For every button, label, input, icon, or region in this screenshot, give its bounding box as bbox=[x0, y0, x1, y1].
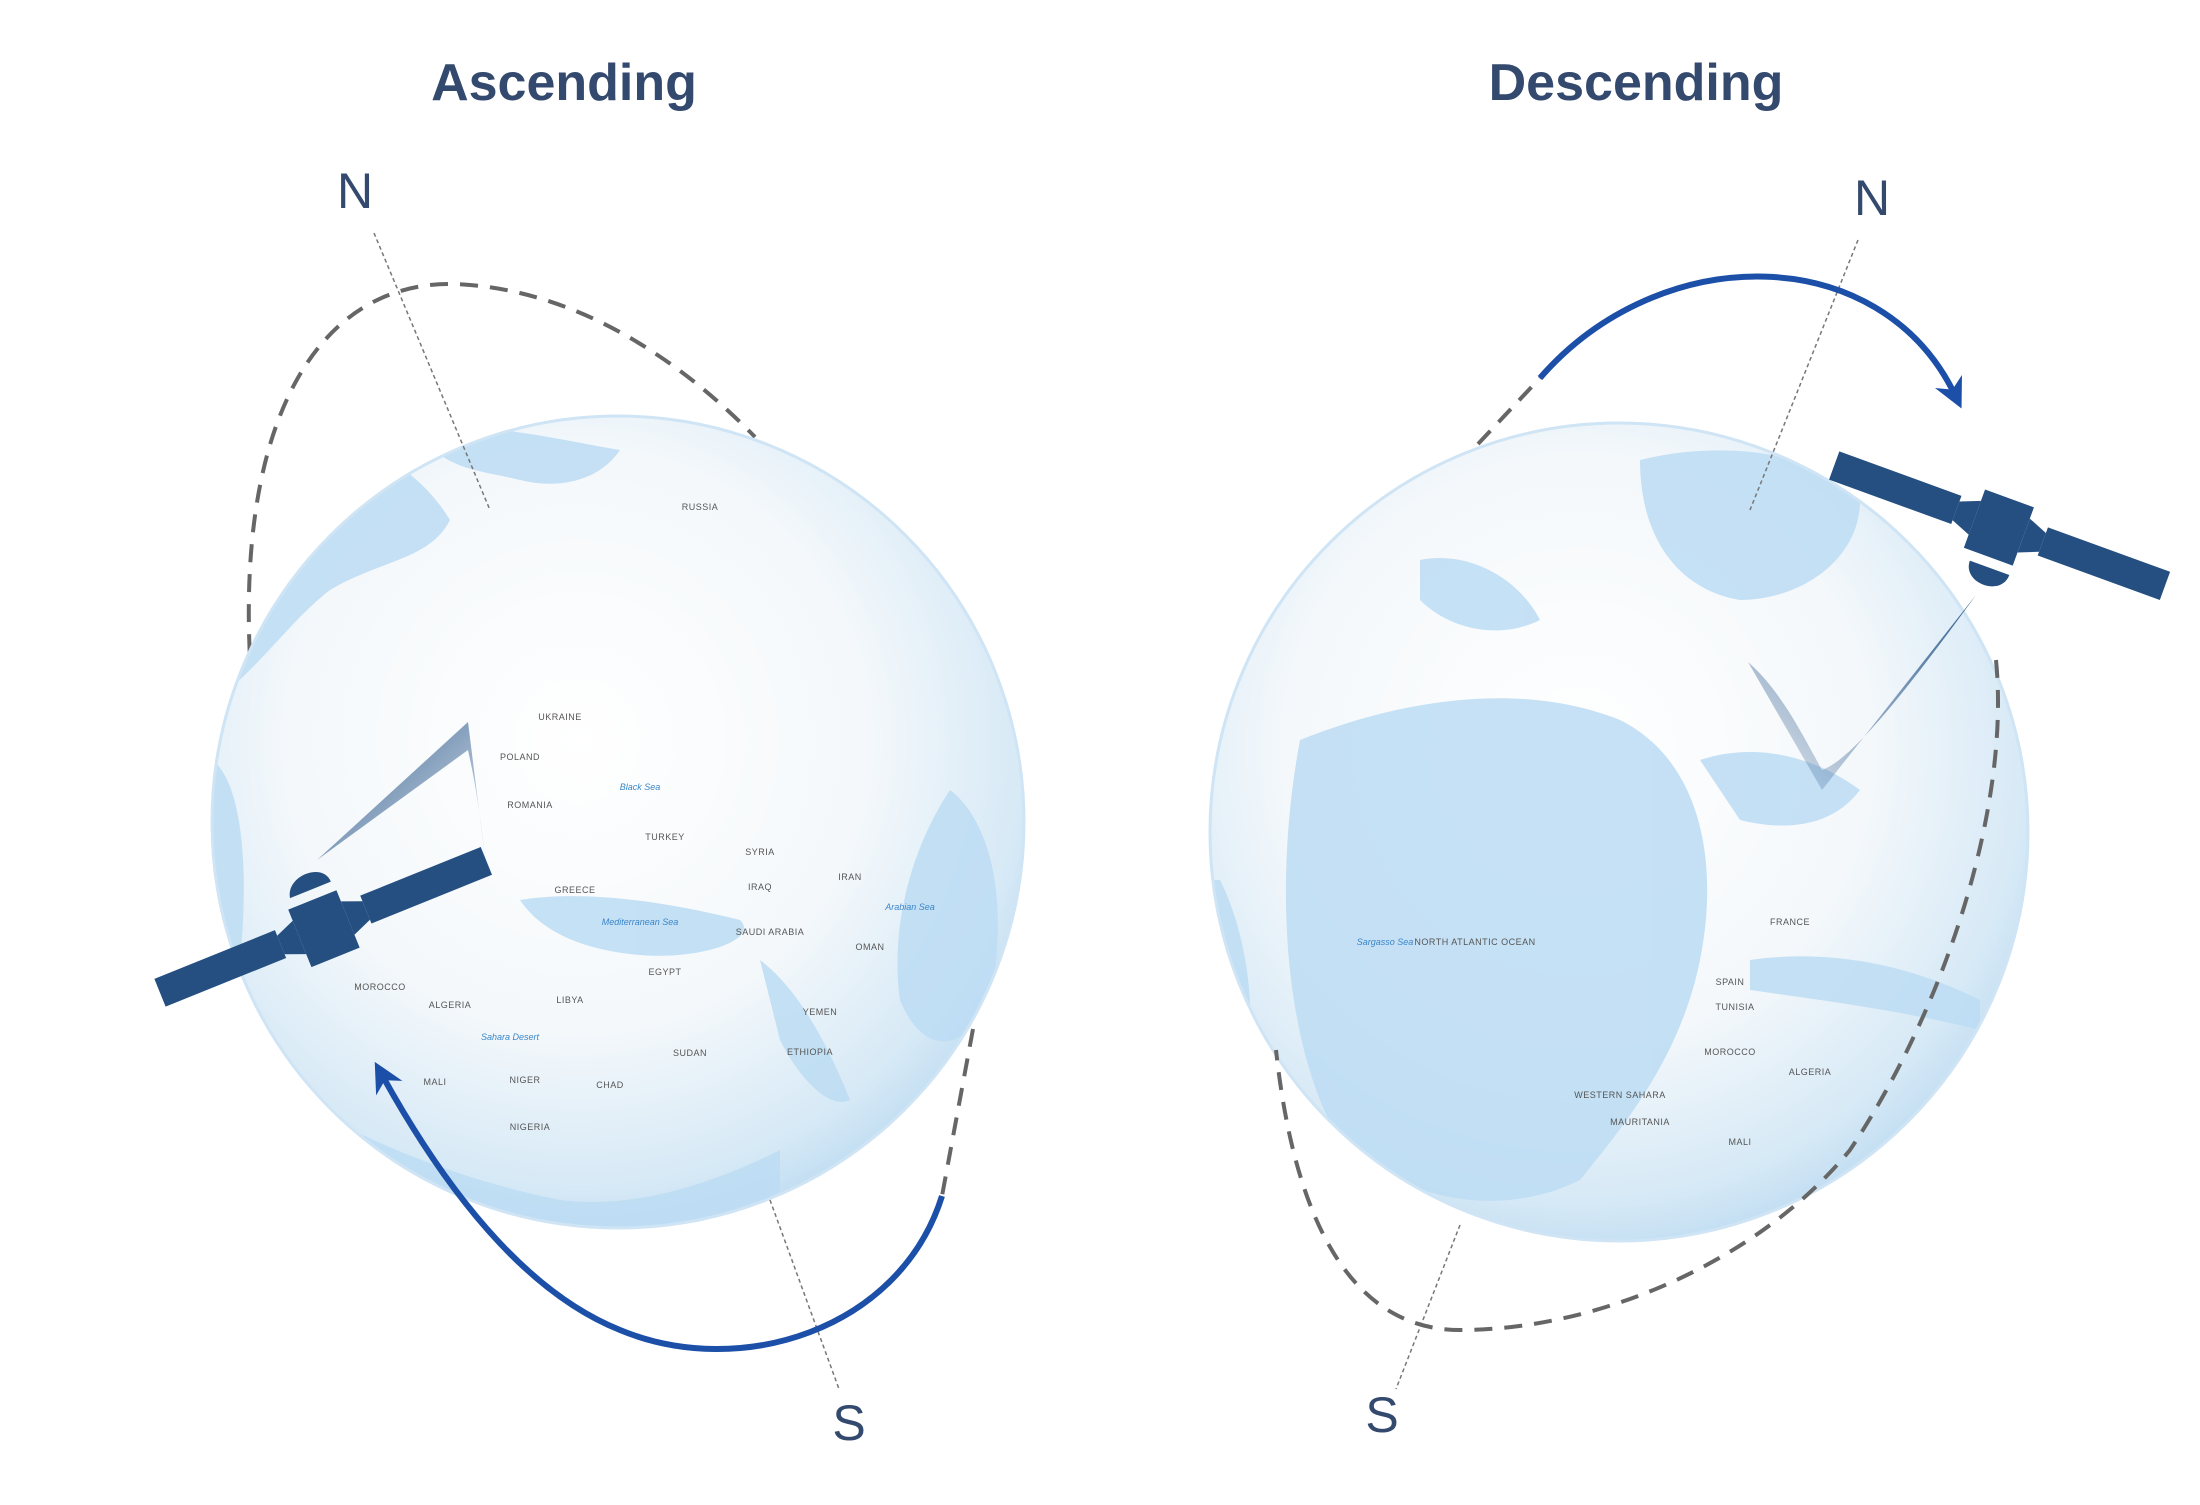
axis-line bbox=[769, 1199, 840, 1390]
map-label: Mediterranean Sea bbox=[602, 917, 679, 927]
map-label: Arabian Sea bbox=[884, 902, 935, 912]
map-label: WESTERN SAHARA bbox=[1574, 1090, 1666, 1100]
orbit-dashed bbox=[246, 281, 757, 713]
north-label: N bbox=[337, 163, 373, 219]
map-label: MALI bbox=[423, 1077, 446, 1087]
map-label: SUDAN bbox=[673, 1048, 707, 1058]
map-label: MOROCCO bbox=[1704, 1047, 1756, 1057]
map-label: IRAQ bbox=[748, 882, 772, 892]
satellite bbox=[154, 846, 492, 1007]
map-label: Black Sea bbox=[620, 782, 661, 792]
map-label: NIGER bbox=[509, 1075, 540, 1085]
sensor-beam bbox=[1748, 595, 1976, 790]
map-label: TUNISIA bbox=[1715, 1002, 1754, 1012]
map-label: SYRIA bbox=[745, 847, 775, 857]
orbit-direction-arrow bbox=[374, 1061, 945, 1352]
satellite bbox=[1829, 451, 2171, 600]
map-label: Sargasso Sea bbox=[1357, 937, 1414, 947]
map-label: RUSSIA bbox=[682, 502, 719, 512]
map-label: FRANCE bbox=[1770, 917, 1810, 927]
map-label: NIGERIA bbox=[510, 1122, 551, 1132]
sensor-beam bbox=[317, 722, 487, 874]
axis-line bbox=[373, 232, 491, 511]
map-label: YEMEN bbox=[803, 1007, 838, 1017]
map-label: ALGERIA bbox=[429, 1000, 472, 1010]
map-label: GREECE bbox=[554, 885, 595, 895]
map-label: CHAD bbox=[596, 1080, 624, 1090]
map-label: ETHIOPIA bbox=[787, 1047, 833, 1057]
north-label: N bbox=[1854, 170, 1890, 226]
map-label: TURKEY bbox=[645, 832, 685, 842]
ascending-panel: RUSSIA UKRAINE POLAND ROMANIA GREECE TURKEY Bl… bbox=[154, 163, 1026, 1451]
orbit-dashed bbox=[1274, 659, 2000, 1333]
orbit-direction-arrow bbox=[1537, 273, 1962, 409]
map-label: SPAIN bbox=[1716, 977, 1745, 987]
map-label: IRAN bbox=[838, 872, 862, 882]
title: Ascending bbox=[431, 54, 697, 112]
south-label: S bbox=[1365, 1387, 1398, 1443]
orbit-dashed bbox=[1476, 376, 1542, 446]
map-label: LIBYA bbox=[556, 995, 583, 1005]
globe: RUSSIA UKRAINE POLAND ROMANIA GREECE TURKEY Bl… bbox=[210, 414, 1026, 1230]
map-label: NORTH ATLANTIC OCEAN bbox=[1414, 937, 1535, 947]
map-label: POLAND bbox=[500, 752, 540, 762]
map-label: UKRAINE bbox=[538, 712, 582, 722]
map-label: MOROCCO bbox=[354, 982, 406, 992]
title: Descending bbox=[1489, 54, 1784, 112]
map-label: OMAN bbox=[856, 942, 885, 952]
map-label: MAURITANIA bbox=[1610, 1117, 1670, 1127]
map-label: MALI bbox=[1728, 1137, 1751, 1147]
map-label: ROMANIA bbox=[507, 800, 553, 810]
axis-line bbox=[1395, 1224, 1461, 1390]
south-label: S bbox=[832, 1395, 865, 1451]
map-label: EGYPT bbox=[648, 967, 681, 977]
map-label: Sahara Desert bbox=[481, 1032, 540, 1042]
map-label: ALGERIA bbox=[1789, 1067, 1832, 1077]
map-label: SAUDI ARABIA bbox=[736, 927, 805, 937]
